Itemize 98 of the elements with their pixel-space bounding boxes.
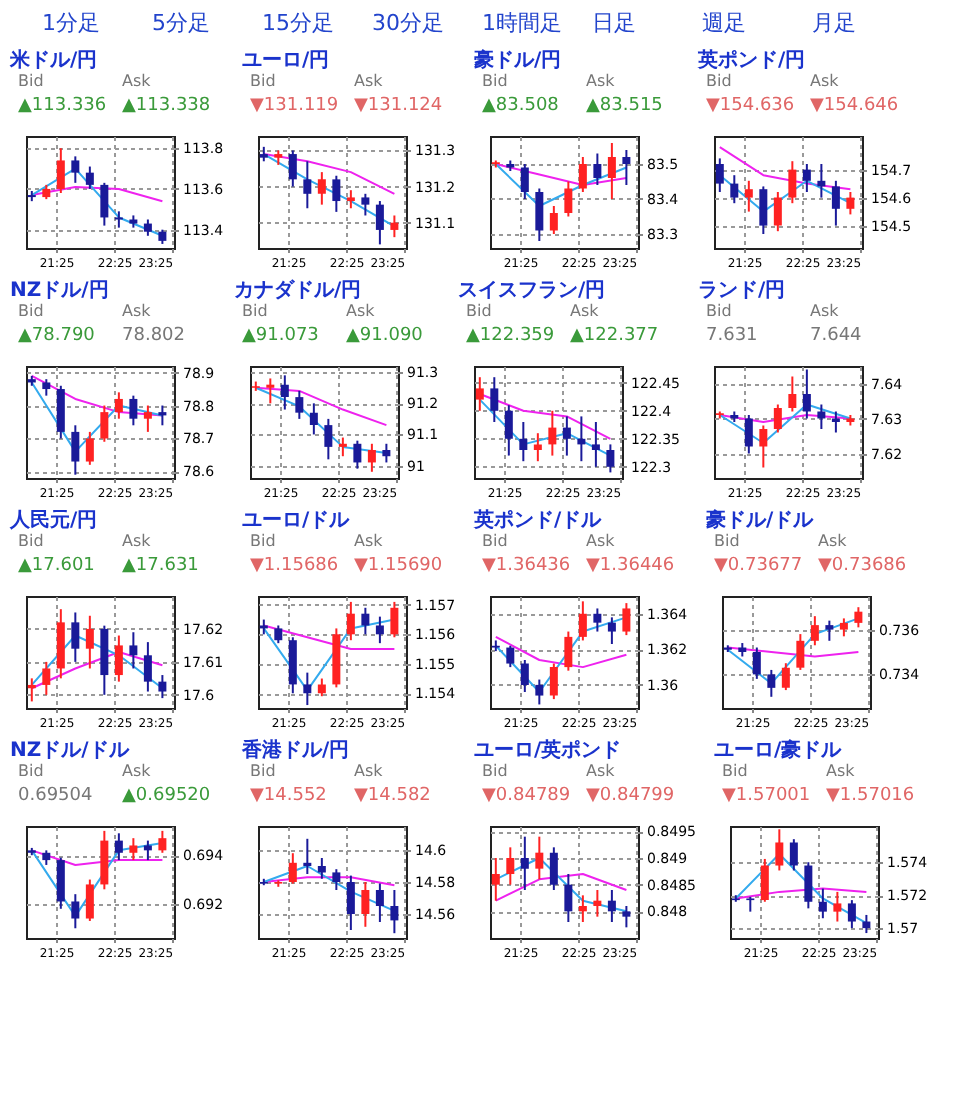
text: Ask xyxy=(354,762,384,780)
text: Bid xyxy=(466,302,492,320)
line-series xyxy=(262,153,396,228)
text: Ask xyxy=(826,762,856,780)
text: Bid xyxy=(706,72,732,90)
text: Ask xyxy=(122,72,152,90)
text: Bid xyxy=(706,302,732,320)
text: Ask xyxy=(810,72,840,90)
text: 15分足 xyxy=(262,10,334,36)
text: ▲83.508 xyxy=(482,96,560,116)
chart-title: 英ポンド/円 xyxy=(696,48,806,72)
text: Bid xyxy=(250,532,276,550)
chart-title: カナダドル/円 xyxy=(234,278,362,302)
text: ▼131.119 xyxy=(250,96,339,116)
text: Bid xyxy=(482,762,508,780)
chart-title: 豪ドル/円 xyxy=(472,48,562,72)
text: Bid xyxy=(722,762,748,780)
text: ▼0.73677 xyxy=(714,556,803,576)
line-series xyxy=(718,146,852,191)
text: Ask xyxy=(586,72,616,90)
text: 1分足 xyxy=(42,10,100,36)
text: Bid xyxy=(18,302,44,320)
line-series xyxy=(254,386,388,427)
line-series xyxy=(262,153,396,195)
text: ▼0.84789 xyxy=(482,786,571,806)
chart-title: 英ポンド/ドル xyxy=(472,508,604,532)
chart-title: ランド/円 xyxy=(698,280,786,302)
text: ▼0.84799 xyxy=(586,786,675,806)
text: ▲91.073 xyxy=(242,326,319,346)
text: Bid xyxy=(18,762,44,780)
text: ▼1.36446 xyxy=(586,556,675,576)
text: Ask xyxy=(586,532,616,550)
text: ▼14.552 xyxy=(250,786,327,806)
text: ▲122.377 xyxy=(570,326,659,346)
line-series xyxy=(30,185,164,203)
text: ▲78.790 xyxy=(18,326,96,346)
text: Ask xyxy=(570,302,600,320)
text: Bid xyxy=(250,72,276,90)
chart-title: 香港ドル/円 xyxy=(240,738,350,762)
text: 7.631 xyxy=(706,326,758,346)
text: Ask xyxy=(122,532,152,550)
text: 0.69504 xyxy=(18,786,93,806)
line-series xyxy=(30,374,164,417)
text: ▼1.15690 xyxy=(354,556,443,576)
text: Ask xyxy=(810,302,840,320)
chart-title: 米ドル/円 xyxy=(8,48,98,72)
chart-title: NZドル/円 xyxy=(10,280,109,302)
text: Ask xyxy=(122,762,152,780)
text: Ask xyxy=(354,532,384,550)
chart-title: ユーロ/ドル xyxy=(242,510,352,532)
text: Bid xyxy=(18,72,44,90)
text: ▲122.359 xyxy=(466,326,555,346)
text: ▲17.601 xyxy=(18,556,95,576)
text: 7.644 xyxy=(810,326,863,346)
text: Ask xyxy=(818,532,848,550)
text: Ask xyxy=(346,302,376,320)
text: 5分足 xyxy=(152,10,210,36)
line-series xyxy=(494,635,628,669)
text: ▲83.515 xyxy=(586,96,663,116)
text: ▼1.15686 xyxy=(250,556,339,576)
text: Ask xyxy=(122,302,152,320)
chart-title: 人民元/円 xyxy=(8,508,98,532)
text: ▼14.582 xyxy=(354,786,431,806)
chart-title: スイスフラン/円 xyxy=(458,280,606,302)
text: Bid xyxy=(18,532,44,550)
text: Bid xyxy=(482,72,508,90)
text: 月足 xyxy=(812,10,856,36)
text: Bid xyxy=(242,302,268,320)
text: ▼0.73686 xyxy=(818,556,907,576)
chart-title: ユーロ/円 xyxy=(242,50,330,72)
line-series xyxy=(494,163,628,186)
text: Bid xyxy=(714,532,740,550)
text: ▲91.090 xyxy=(346,326,424,346)
chart-title: ユーロ/英ポンド xyxy=(474,738,622,762)
line-series xyxy=(254,386,388,455)
text: ▲17.631 xyxy=(122,556,199,576)
text: 週足 xyxy=(702,10,746,36)
line-series xyxy=(494,873,628,902)
text: Bid xyxy=(482,532,508,550)
text: 30分足 xyxy=(372,10,444,36)
text: Bid xyxy=(250,762,276,780)
text: Ask xyxy=(586,762,616,780)
text: ▼1.57016 xyxy=(826,786,915,806)
text: ▼131.124 xyxy=(354,96,443,116)
chart-title: ユーロ/豪ドル xyxy=(714,738,844,762)
text: ▼154.636 xyxy=(706,96,795,116)
text: 78.802 xyxy=(122,326,185,346)
chart-title: NZドル/ドル xyxy=(10,740,131,762)
text: ▲113.336 xyxy=(18,96,107,116)
text: ▼154.646 xyxy=(810,96,899,116)
text: ▼1.57001 xyxy=(722,786,811,806)
chart-title: 豪ドル/ドル xyxy=(704,508,816,532)
text: ▼1.36436 xyxy=(482,556,571,576)
text: ▲0.69520 xyxy=(122,786,211,806)
text: ▲113.338 xyxy=(122,96,211,116)
text: Ask xyxy=(354,72,384,90)
text: 日足 xyxy=(592,10,636,36)
text: 1時間足 xyxy=(482,10,562,36)
